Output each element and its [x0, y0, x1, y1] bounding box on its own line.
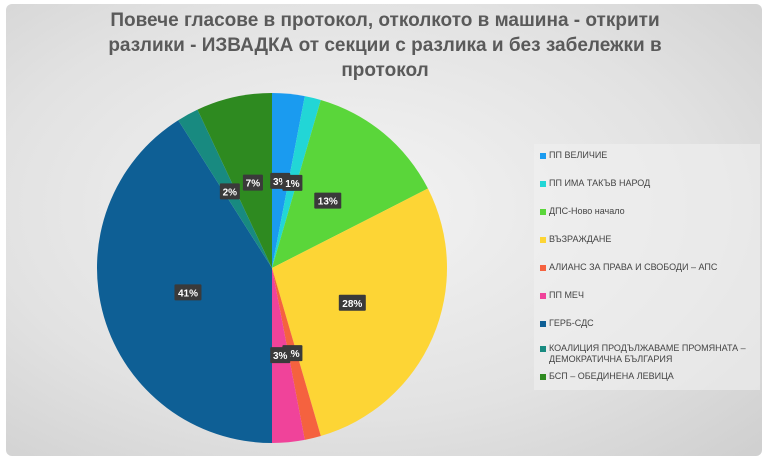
data-label: 13%: [314, 192, 342, 209]
legend-item: ВЪЗРАЖДАНЕ: [540, 234, 611, 245]
title-line: Повече гласове в протокол, отколкото в м…: [110, 10, 660, 31]
legend-item: ДПС-Ново начало: [540, 206, 625, 217]
legend: ПП ВЕЛИЧИЕ ПП ИМА ТАКЪВ НАРОД ДПС-Ново нач…: [534, 144, 760, 390]
legend-label: ПП ИМА ТАКЪВ НАРОД: [549, 178, 651, 188]
legend-item: АЛИАНС ЗА ПРАВА И СВОБОДИ – АПС: [540, 262, 717, 273]
legend-swatch: [540, 152, 546, 159]
svg-text:2%: 2%: [223, 187, 238, 198]
legend-label: БСП – ОБЕДИНЕНА ЛЕВИЦА: [549, 371, 674, 381]
legend-item: КОАЛИЦИЯ ПРОДЪЛЖАВАМЕ ПРОМЯНАТА – ДЕМОКР…: [540, 343, 760, 365]
pie-slice: [272, 188, 447, 437]
legend-label: ГЕРБ-СДС: [549, 318, 594, 328]
svg-text:3%: 3%: [273, 351, 288, 362]
svg-text:7%: 7%: [246, 179, 261, 190]
title-line: протокол: [341, 60, 429, 81]
data-label: 41%: [174, 284, 202, 301]
legend-label: КОАЛИЦИЯ ПРОДЪЛЖАВАМЕ ПРОМЯНАТА – ДЕМОКР…: [549, 343, 746, 364]
legend-label: ДПС-Ново начало: [549, 206, 625, 216]
legend-item: ПП ВЕЛИЧИЕ: [540, 150, 607, 161]
legend-swatch: [540, 373, 546, 380]
data-label: 28%: [338, 294, 366, 311]
legend-item: ПП МЕЧ: [540, 290, 584, 301]
data-label: 2%: [219, 183, 240, 200]
title-line: разлики - ИЗВАДКА от секции с разлика и …: [108, 35, 662, 56]
pie-slice: [97, 120, 273, 443]
svg-text:28%: 28%: [342, 299, 362, 310]
legend-swatch: [540, 236, 546, 243]
data-label: 3%: [270, 347, 291, 364]
pie-slice: [197, 93, 272, 268]
legend-swatch: [540, 320, 546, 327]
legend-item: БСП – ОБЕДИНЕНА ЛЕВИЦА: [540, 371, 674, 382]
legend-label: ПП ВЕЛИЧИЕ: [549, 150, 608, 160]
svg-text:41%: 41%: [178, 288, 198, 299]
data-label: 1%: [282, 174, 303, 191]
legend-swatch: [540, 264, 546, 271]
svg-text:2%: 2%: [285, 349, 300, 360]
legend-label: ВЪЗРАЖДАНЕ: [549, 234, 612, 244]
pie-slice: [272, 99, 428, 268]
legend-item: ГЕРБ-СДС: [540, 318, 594, 329]
legend-swatch: [540, 208, 546, 215]
legend-item: ПП ИМА ТАКЪВ НАРОД: [540, 178, 650, 189]
legend-label: АЛИАНС ЗА ПРАВА И СВОБОДИ – АПС: [549, 262, 718, 272]
legend-swatch: [540, 345, 546, 352]
legend-label: ПП МЕЧ: [549, 290, 584, 300]
svg-text:1%: 1%: [285, 179, 300, 190]
svg-text:13%: 13%: [318, 197, 338, 208]
legend-swatch: [540, 180, 546, 187]
svg-text:3%: 3%: [273, 177, 288, 188]
chart-title: Повече гласове в протокол, отколкото в м…: [100, 8, 670, 83]
data-label: 7%: [242, 174, 263, 191]
legend-swatch: [540, 292, 546, 299]
